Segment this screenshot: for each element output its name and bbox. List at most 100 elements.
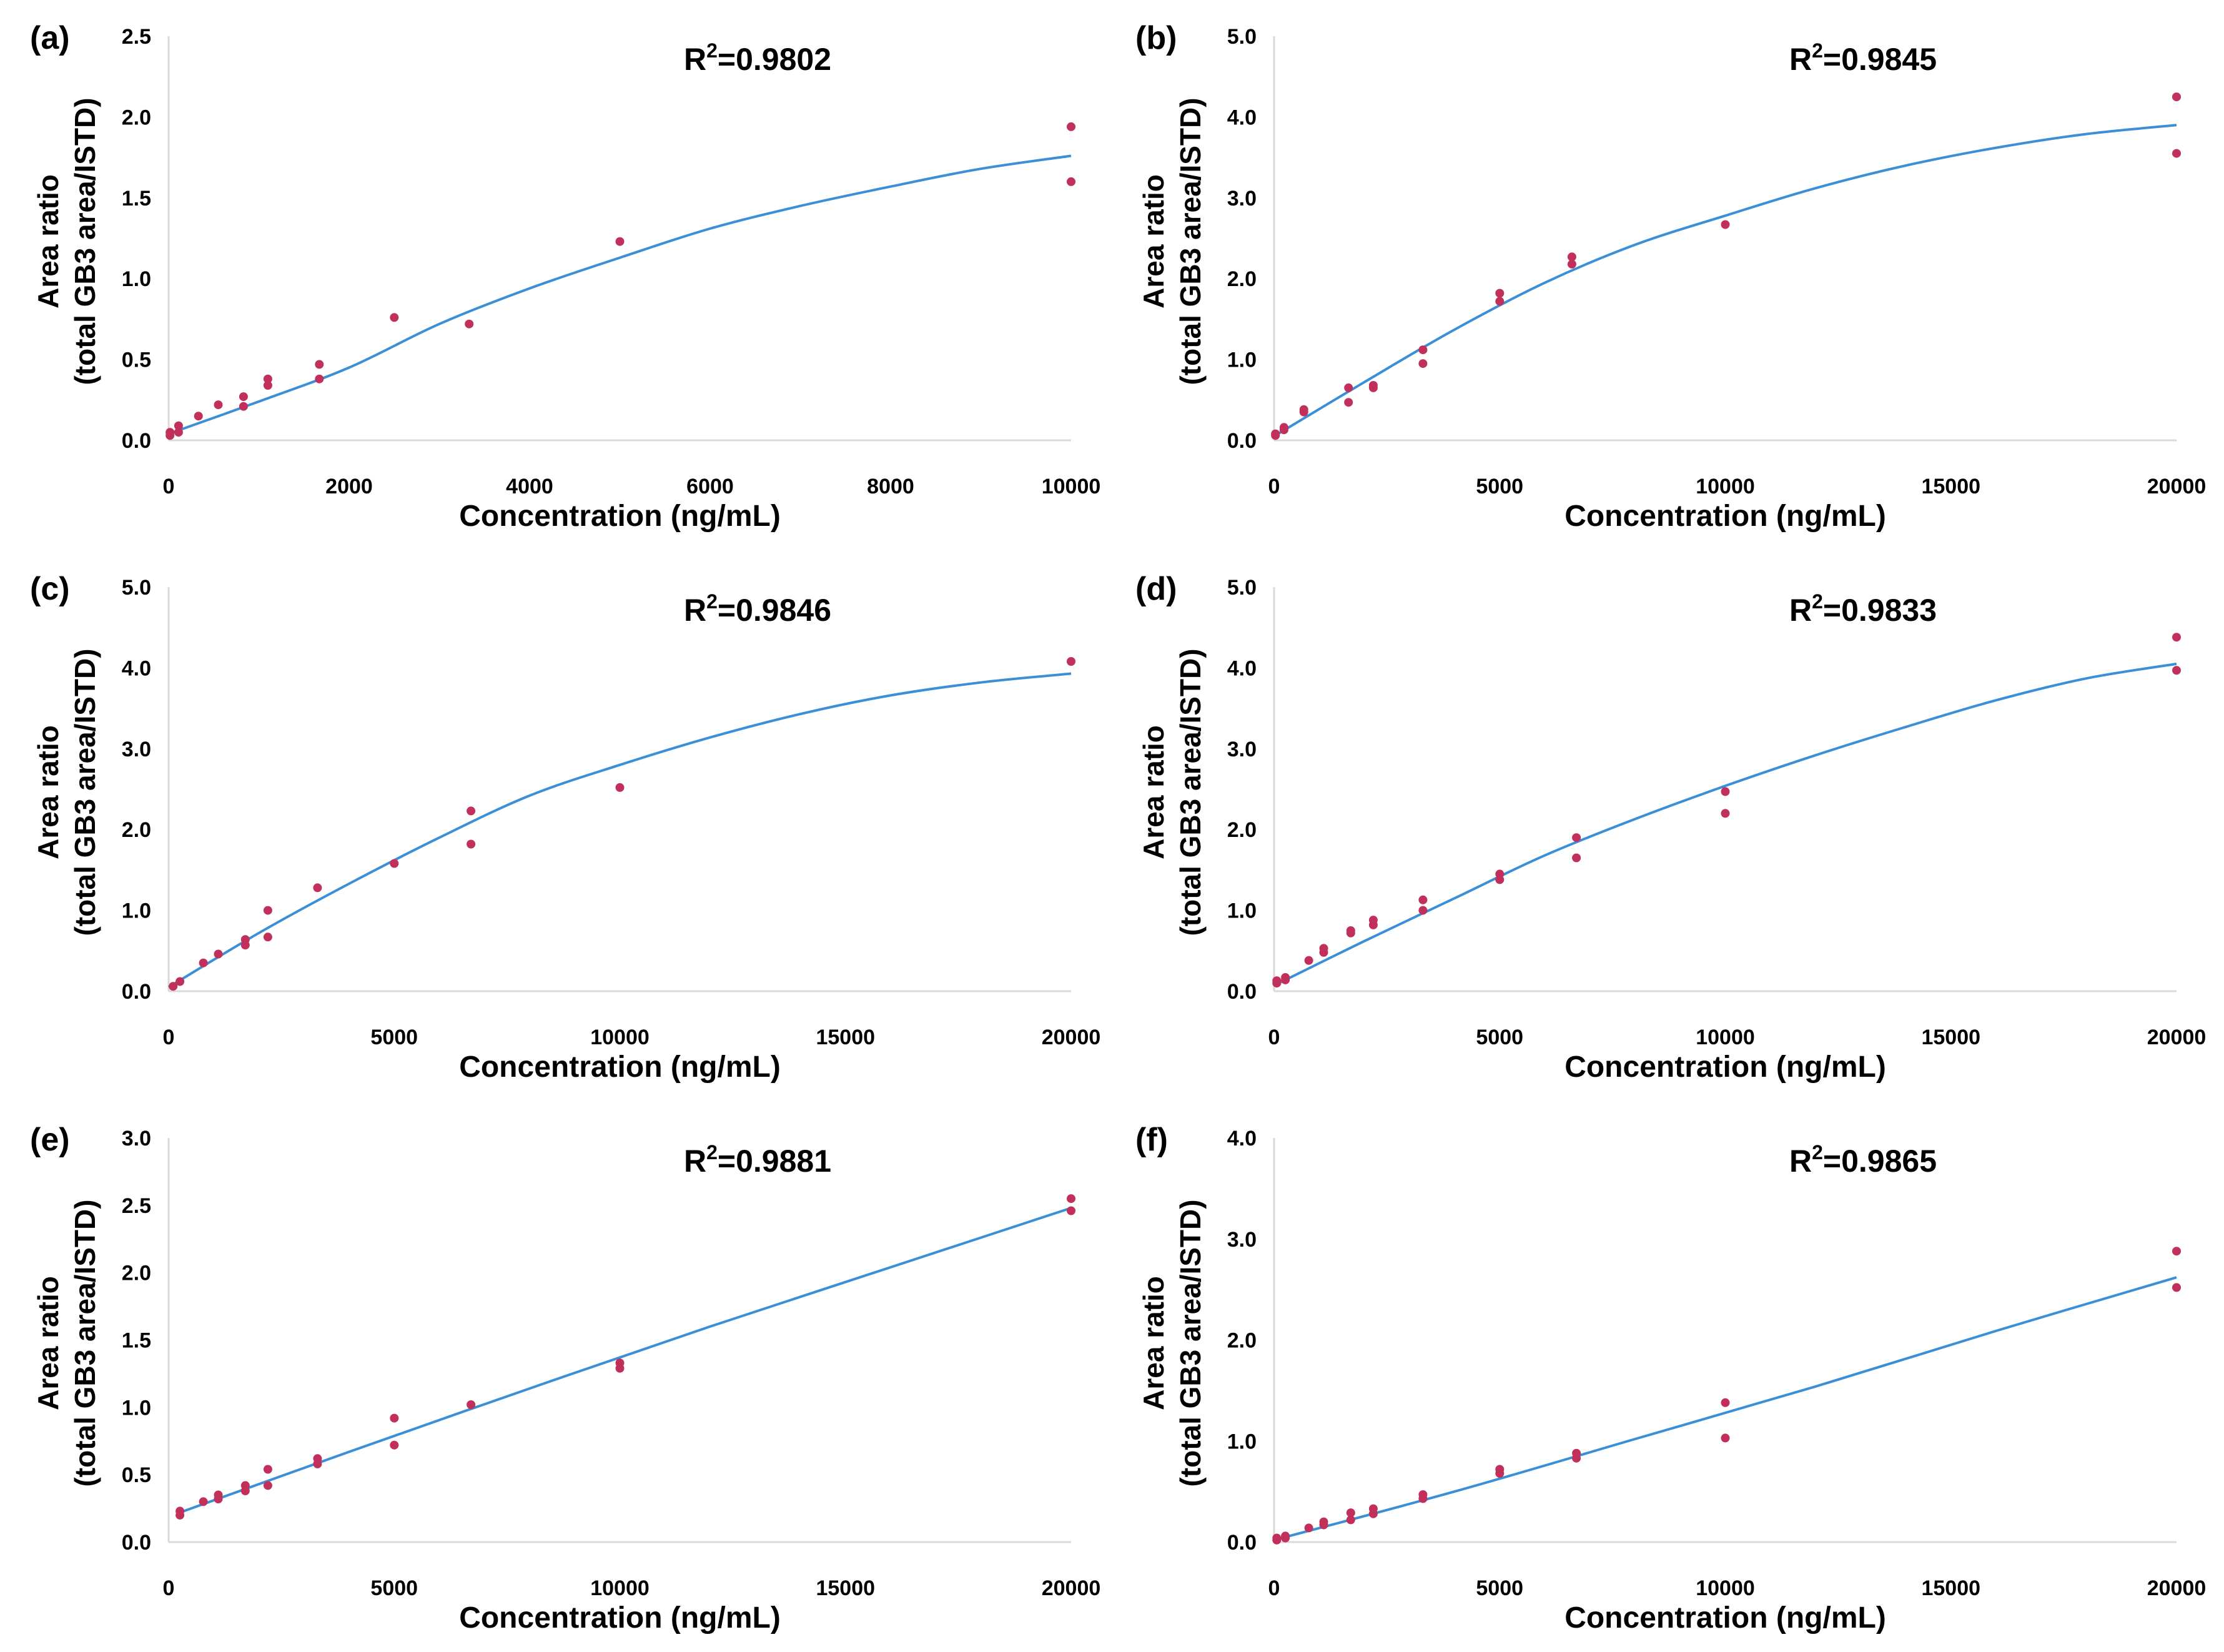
data-point	[1418, 359, 1428, 368]
data-point	[1346, 926, 1355, 935]
y-tick-label: 1.0	[122, 1396, 151, 1420]
r2-exponent: 2	[706, 1141, 718, 1164]
r2-exponent: 2	[1812, 590, 1823, 613]
r2-prefix: R	[1789, 593, 1812, 628]
data-point	[1418, 895, 1428, 904]
x-tick-label: 15000	[1921, 1026, 1980, 1049]
data-point	[174, 428, 183, 437]
r2-value: =0.9802	[718, 42, 831, 77]
data-point	[2172, 92, 2181, 102]
data-point	[465, 319, 474, 329]
data-point	[390, 1440, 399, 1450]
data-point	[1495, 1465, 1505, 1474]
data-point	[1368, 916, 1378, 925]
data-point	[1495, 297, 1505, 306]
chart-f: 0.0 1.0 2.0 3.0 4.0 0 5000 10000 15000 20000 Conce…	[1135, 1122, 2207, 1635]
data-point	[1721, 1433, 1730, 1443]
y-tick-label: 0.0	[1227, 980, 1257, 1004]
r2-exponent: 2	[706, 39, 718, 62]
x-tick-label: 5000	[1476, 1026, 1523, 1049]
y-tick-label: 0.0	[122, 980, 151, 1004]
y-tick-label: 4.0	[1227, 656, 1257, 680]
y-tick-label: 1.0	[1227, 349, 1257, 372]
data-point	[1304, 1523, 1313, 1533]
y-tick-label: 4.0	[1227, 106, 1257, 129]
data-point	[1067, 1194, 1075, 1204]
panel-a: 0.0 0.5 1.0 1.5 2.0 2.5 0 2000 4000 6000 8000 10000…	[0, 0, 1112, 550]
r2-exponent: 2	[1812, 1141, 1823, 1164]
y-tick-label: 2.0	[1227, 1329, 1257, 1353]
r-squared-annotation: R2=0.9845	[1789, 39, 1937, 77]
x-tick-label: 20000	[2147, 1026, 2207, 1049]
y-tick-label: 1.0	[1227, 899, 1257, 923]
r2-prefix: R	[1789, 1144, 1812, 1179]
panel-label: (a)	[30, 20, 70, 56]
data-point	[1272, 976, 1282, 986]
data-point	[263, 1465, 272, 1474]
y-tick-label: 0.0	[122, 429, 151, 453]
panel-d: 0.0 1.0 2.0 3.0 4.0 5.0 0 5000 10000 15000 20000 Co…	[1105, 551, 2217, 1101]
r2-prefix: R	[684, 42, 706, 77]
fit-curve	[168, 154, 1072, 435]
r-squared-annotation: R2=0.9865	[1789, 1141, 1937, 1179]
x-tick-label: 20000	[1042, 1026, 1101, 1049]
r-squared-annotation: R2=0.9846	[684, 590, 831, 628]
data-point	[1067, 177, 1075, 186]
y-tick-label: 2.5	[122, 25, 151, 49]
y-tick-label: 1.0	[122, 267, 151, 291]
data-point	[1304, 956, 1313, 965]
fit-curve	[1273, 124, 2177, 438]
data-point	[467, 839, 476, 849]
y-tick-label: 2.0	[1227, 267, 1257, 291]
y-axis-label-line1: Area ratio	[32, 725, 64, 859]
panel-label: (f)	[1135, 1122, 1168, 1158]
chart-d: 0.0 1.0 2.0 3.0 4.0 5.0 0 5000 10000 15000 20000 Co…	[1135, 571, 2207, 1084]
data-point	[1067, 657, 1075, 666]
x-tick-label: 20000	[2147, 475, 2207, 498]
data-point	[169, 982, 178, 991]
x-tick-label: 0	[163, 1576, 175, 1600]
y-axis-label-line2: (total GB3 area/ISTD)	[69, 648, 101, 936]
r-squared-annotation: R2=0.9802	[684, 39, 831, 77]
data-point	[1344, 383, 1353, 392]
data-point	[1572, 853, 1581, 863]
r2-prefix: R	[684, 1144, 706, 1179]
panel-label: (e)	[30, 1122, 70, 1158]
x-tick-label: 10000	[590, 1576, 650, 1600]
y-tick-label: 3.0	[122, 738, 151, 761]
x-tick-label: 15000	[1921, 1576, 1980, 1600]
x-tick-label: 5000	[1476, 1576, 1523, 1600]
panel-label: (b)	[1135, 20, 1177, 56]
y-tick-label: 0.0	[1227, 429, 1257, 453]
data-point	[214, 400, 223, 410]
x-tick-label: 20000	[2147, 1576, 2207, 1600]
x-tick-label: 15000	[816, 1576, 875, 1600]
y-tick-label: 5.0	[1227, 576, 1257, 600]
r2-exponent: 2	[706, 590, 718, 613]
r-squared-annotation: R2=0.9881	[684, 1141, 831, 1179]
y-tick-label: 2.0	[122, 1262, 151, 1285]
y-axis-label-line2: (total GB3 area/ISTD)	[1174, 97, 1207, 385]
y-axis-label-line2: (total GB3 area/ISTD)	[1174, 648, 1207, 936]
x-tick-label: 0	[163, 475, 175, 498]
data-point	[1368, 1504, 1378, 1513]
data-point	[263, 1481, 272, 1490]
x-axis-label: Concentration (ng/mL)	[459, 1601, 781, 1635]
y-axis-label-line1: Area ratio	[32, 1276, 64, 1410]
data-point	[1418, 906, 1428, 915]
data-point	[1319, 944, 1328, 953]
y-tick-label: 0.0	[1227, 1531, 1257, 1555]
x-tick-label: 20000	[1042, 1576, 1101, 1600]
r2-prefix: R	[684, 593, 706, 628]
r2-value: =0.9833	[1823, 593, 1937, 628]
x-axis-label: Concentration (ng/mL)	[1564, 1051, 1886, 1084]
data-point	[467, 1400, 476, 1409]
data-point	[1346, 1508, 1355, 1518]
x-tick-label: 5000	[1476, 475, 1523, 498]
y-tick-label: 0.5	[122, 1463, 151, 1487]
y-tick-label: 2.5	[122, 1194, 151, 1218]
data-point	[2172, 633, 2181, 642]
data-point	[175, 977, 185, 986]
y-tick-label: 3.0	[1227, 1228, 1257, 1252]
data-point	[1495, 869, 1505, 879]
